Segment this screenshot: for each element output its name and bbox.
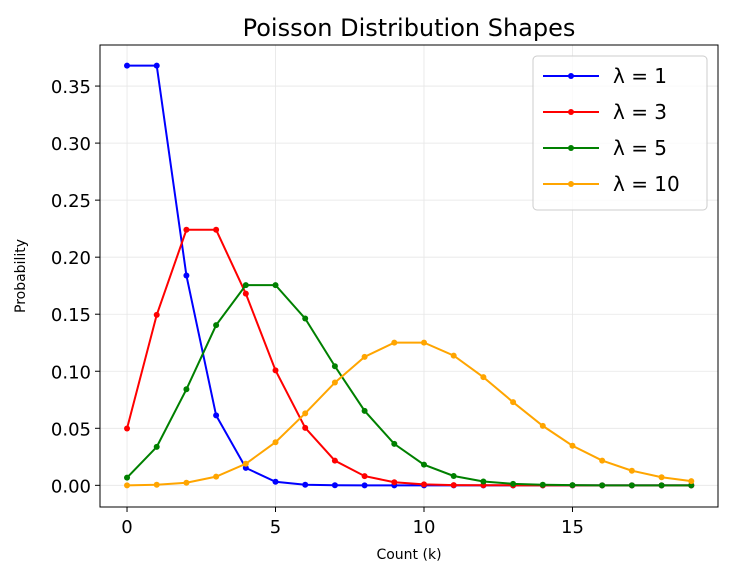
data-point <box>213 412 220 419</box>
data-point <box>420 339 427 346</box>
data-point <box>153 481 160 488</box>
data-point <box>599 482 606 489</box>
data-point <box>450 472 457 479</box>
data-point <box>331 457 338 464</box>
data-point <box>361 473 368 480</box>
y-tick-label: 0.00 <box>51 476 91 497</box>
data-point <box>242 282 249 289</box>
ticks: 0 5 10 15 0.00 0.05 0.10 0.15 0.20 0.25 0.30 0.35 <box>51 77 584 538</box>
x-tick-label: 15 <box>561 517 584 538</box>
data-point <box>391 339 398 346</box>
plot-frame <box>99 44 719 508</box>
series-group <box>124 62 695 489</box>
legend: λ = 1 λ = 3 λ = 5 λ = 10 <box>532 55 708 211</box>
y-tick-label: 0.35 <box>51 77 91 98</box>
data-point <box>272 439 279 446</box>
legend-marker <box>568 145 574 151</box>
data-point <box>658 482 665 489</box>
data-point <box>242 464 249 471</box>
data-point <box>361 482 368 489</box>
data-point <box>331 482 338 489</box>
series-line <box>126 284 692 487</box>
y-tick-label: 0.20 <box>51 248 91 269</box>
legend-marker <box>568 109 574 115</box>
data-point <box>302 410 309 417</box>
series-1 <box>124 226 695 489</box>
data-point <box>213 226 220 233</box>
series-line <box>127 341 692 487</box>
data-point <box>391 479 398 486</box>
data-point <box>302 315 309 322</box>
data-point <box>124 482 131 489</box>
data-point <box>658 474 665 481</box>
data-point <box>510 480 517 487</box>
data-point <box>153 443 160 450</box>
legend-label: λ = 1 <box>613 64 667 88</box>
data-point <box>153 311 160 318</box>
data-point <box>539 481 546 488</box>
data-point <box>450 482 457 489</box>
y-axis-label: Probability <box>13 239 29 313</box>
series-line <box>126 228 692 487</box>
data-point <box>183 226 190 233</box>
x-axis-label: Count (k) <box>376 547 441 563</box>
x-tick-label: 10 <box>413 517 436 538</box>
y-tick-label: 0.10 <box>51 362 91 383</box>
data-point <box>450 352 457 359</box>
data-point <box>183 386 190 393</box>
series-3 <box>124 339 695 489</box>
data-point <box>688 482 695 489</box>
x-tick-label: 0 <box>121 517 132 538</box>
data-point <box>331 379 338 386</box>
data-point <box>480 374 487 381</box>
x-tick-label: 5 <box>270 517 281 538</box>
data-point <box>420 461 427 468</box>
data-point <box>599 457 606 464</box>
data-point <box>510 399 517 406</box>
data-point <box>391 440 398 447</box>
legend-label: λ = 5 <box>613 136 667 160</box>
data-point <box>183 272 190 279</box>
data-point <box>569 482 576 489</box>
data-point <box>272 478 279 485</box>
data-point <box>361 353 368 360</box>
data-point <box>569 442 576 449</box>
y-tick-label: 0.30 <box>51 134 91 155</box>
data-point <box>153 62 160 69</box>
legend-label: λ = 10 <box>613 172 680 196</box>
data-point <box>331 363 338 370</box>
data-point <box>213 322 220 329</box>
legend-box <box>532 55 708 211</box>
y-tick-label: 0.05 <box>51 419 91 440</box>
data-point <box>124 425 131 432</box>
data-point <box>272 282 279 289</box>
data-point <box>242 460 249 467</box>
data-point <box>242 290 249 297</box>
data-point <box>183 479 190 486</box>
y-tick-label: 0.15 <box>51 305 91 326</box>
chart-title: Poisson Distribution Shapes <box>243 14 576 42</box>
data-point <box>124 474 131 481</box>
data-point <box>272 367 279 374</box>
data-point <box>124 62 131 69</box>
data-point <box>213 473 220 480</box>
legend-label: λ = 3 <box>613 100 667 124</box>
data-point <box>539 422 546 429</box>
data-point <box>420 481 427 488</box>
data-point <box>628 482 635 489</box>
data-point <box>302 424 309 431</box>
data-point <box>302 481 309 488</box>
data-point <box>480 478 487 485</box>
data-point <box>628 467 635 474</box>
data-point <box>688 478 695 485</box>
series-2 <box>124 282 695 489</box>
data-point <box>361 407 368 414</box>
y-tick-label: 0.25 <box>51 191 91 212</box>
legend-marker <box>568 73 574 79</box>
legend-marker <box>568 181 574 187</box>
